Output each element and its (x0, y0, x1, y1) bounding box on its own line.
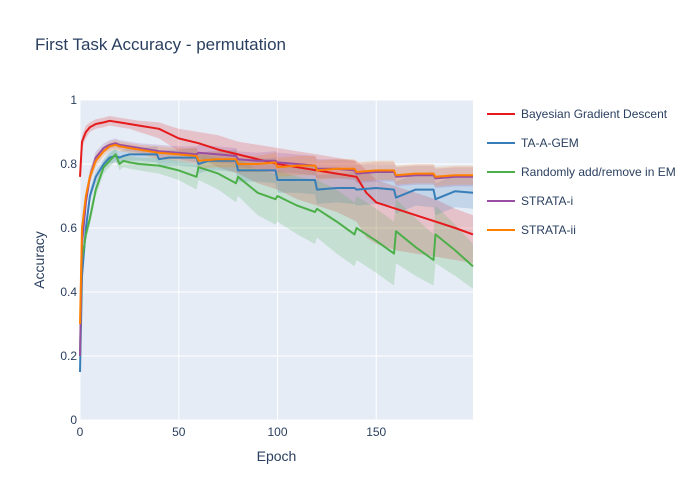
x-axis-title: Epoch (257, 448, 297, 464)
x-tick-label: 150 (366, 425, 386, 439)
plot-area (80, 100, 473, 420)
legend-label: TA-A-GEM (521, 136, 579, 150)
x-axis-ticks: 0 50 100 150 (77, 425, 387, 439)
legend-label: Bayesian Gradient Descent (521, 107, 668, 121)
legend-label: STRATA-i (521, 194, 573, 208)
chart-title: First Task Accuracy - permutation (35, 35, 286, 54)
legend: Bayesian Gradient Descent TA-A-GEM Randoml… (487, 107, 676, 237)
y-axis-title: Accuracy (31, 231, 47, 289)
legend-label: STRATA-ii (521, 223, 576, 237)
series-line (79, 153, 474, 373)
x-tick-label: 50 (172, 425, 186, 439)
series-line (79, 153, 474, 357)
series-line (79, 143, 473, 325)
x-tick-label: 100 (267, 425, 287, 439)
y-axis-ticks: 0 0.2 0.4 0.6 0.8 1 (60, 93, 77, 427)
y-tick-label: 1 (70, 93, 77, 107)
series-line (79, 119, 474, 236)
legend-item: TA-A-GEM (487, 136, 579, 150)
x-tick-label: 0 (77, 425, 84, 439)
y-tick-label: 0.4 (60, 285, 77, 299)
legend-item: Bayesian Gradient Descent (487, 107, 668, 121)
y-tick-label: 0.6 (60, 221, 77, 235)
y-tick-label: 0.8 (60, 157, 77, 171)
y-tick-label: 0 (70, 413, 77, 427)
series-lines (79, 119, 474, 373)
confidence-band (80, 116, 473, 264)
legend-item: STRATA-i (487, 194, 573, 208)
legend-item: Randomly add/remove in EM (487, 165, 676, 179)
legend-label: Randomly add/remove in EM (521, 165, 676, 179)
legend-item: STRATA-ii (487, 223, 576, 237)
confidence-band (80, 148, 473, 363)
confidence-bands (80, 116, 473, 379)
y-tick-label: 0.2 (60, 349, 77, 363)
